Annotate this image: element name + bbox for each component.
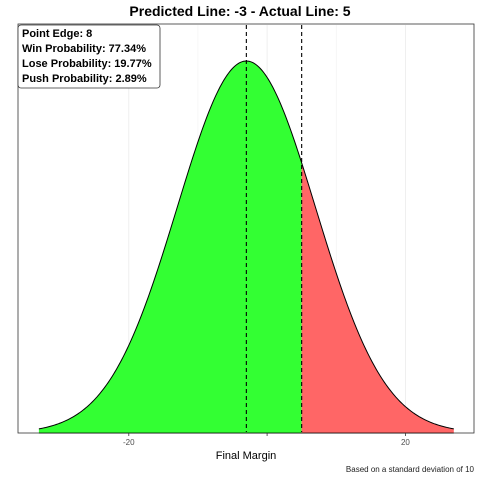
region-win <box>38 61 302 433</box>
region-lose <box>301 162 454 433</box>
x-tick-label: 20 <box>401 438 410 447</box>
annotation-lose-probability: Lose Probability: 19.77% <box>22 58 152 70</box>
reference-lines <box>245 25 303 432</box>
chart-caption: Based on a standard deviation of 10 <box>346 465 475 474</box>
x-axis-label: Final Margin <box>216 450 277 462</box>
annotation-point-edge: Point Edge: 8 <box>22 28 92 40</box>
x-tick-label: -20 <box>123 438 135 447</box>
probability-annotation: Point Edge: 8 Win Probability: 77.34% Lo… <box>17 24 161 89</box>
x-axis-ticks: -20 20 <box>123 433 410 447</box>
annotation-push-probability: Push Probability: 2.89% <box>22 73 147 85</box>
plot-panel <box>17 23 475 434</box>
chart-title: Predicted Line: -3 - Actual Line: 5 <box>129 3 350 19</box>
annotation-win-probability: Win Probability: 77.34% <box>22 43 146 55</box>
annotation-box <box>17 24 161 89</box>
